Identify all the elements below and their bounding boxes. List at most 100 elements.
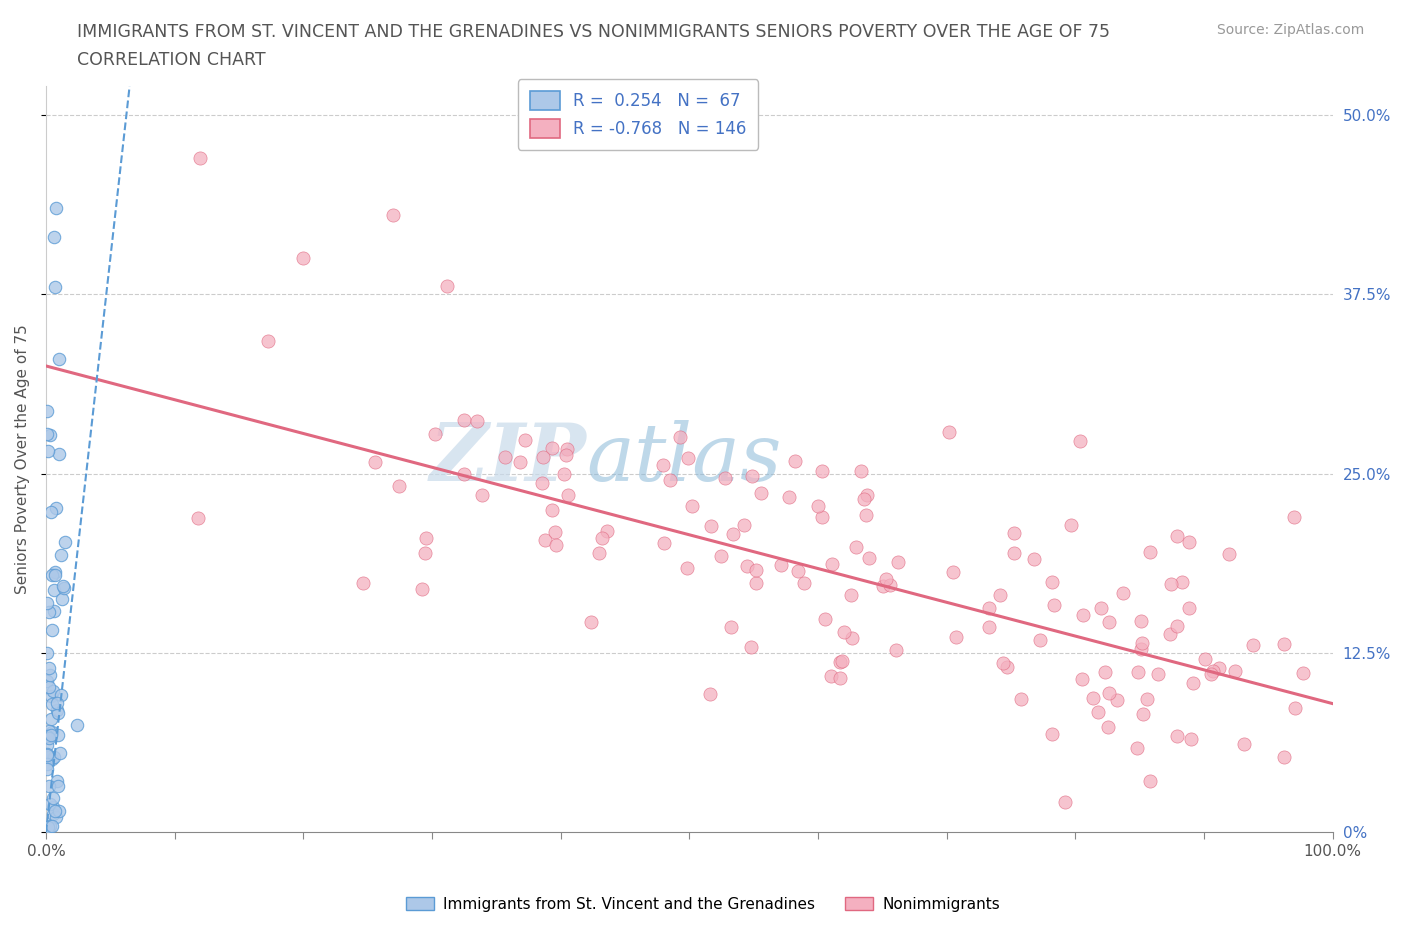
Point [540,502,562,517]
Point [1097,686,1119,701]
Point [1180,732,1202,747]
Point [669,430,692,445]
Point [1177,535,1199,550]
Point [1272,637,1295,652]
Point [676,450,699,465]
Point [735,559,758,574]
Point [876,571,898,586]
Point [814,612,837,627]
Point [1130,641,1153,656]
Point [1105,693,1128,708]
Point [46,779,69,794]
Text: atlas: atlas [586,420,782,498]
Point [509,455,531,470]
Point [413,545,436,560]
Point [1040,575,1063,590]
Point [42,750,65,764]
Point [820,669,842,684]
Point [45,201,67,216]
Point [1160,577,1182,591]
Point [700,518,723,533]
Point [988,587,1011,602]
Point [1022,551,1045,566]
Point [1071,607,1094,622]
Point [48,352,70,366]
Point [531,449,554,464]
Point [1218,546,1240,561]
Point [553,467,575,482]
Point [39,727,62,742]
Point [48,706,70,721]
Point [1146,667,1168,682]
Point [41,623,63,638]
Point [1292,666,1315,681]
Point [48,804,70,818]
Point [37,750,59,764]
Point [42,604,65,618]
Point [741,469,763,484]
Point [1040,726,1063,741]
Point [44,565,66,579]
Point [513,432,536,447]
Text: IMMIGRANTS FROM ST. VINCENT AND THE GRENADINES VS NONIMMIGRANTS SENIORS POVERTY : IMMIGRANTS FROM ST. VINCENT AND THE GREN… [77,23,1111,41]
Point [45,696,67,711]
Point [596,524,619,538]
Point [1002,525,1025,540]
Point [39,796,62,811]
Point [942,565,965,579]
Point [35,737,58,752]
Point [1171,575,1194,590]
Point [778,490,800,505]
Point [1178,601,1201,616]
Point [436,278,458,293]
Point [38,680,60,695]
Point [53,535,76,550]
Point [292,251,315,266]
Point [749,485,772,500]
Point [793,576,815,591]
Point [35,762,58,777]
Point [44,280,66,295]
Point [995,659,1018,674]
Point [886,643,908,658]
Point [675,560,697,575]
Point [49,547,72,562]
Point [770,558,793,573]
Point [46,703,69,718]
Point [1159,627,1181,642]
Point [187,511,209,525]
Point [1233,737,1256,751]
Point [849,463,872,478]
Point [710,549,733,564]
Point [979,620,1001,635]
Legend: Immigrants from St. Vincent and the Grenadines, Nonimmigrants: Immigrants from St. Vincent and the Gren… [401,890,1005,918]
Point [1043,597,1066,612]
Point [39,428,62,443]
Point [38,660,60,675]
Point [938,425,960,440]
Point [853,491,876,506]
Point [1094,664,1116,679]
Point [879,578,901,592]
Point [471,488,494,503]
Point [1284,701,1306,716]
Point [1201,664,1223,679]
Point [1129,614,1152,629]
Point [38,731,60,746]
Point [45,774,67,789]
Point [828,671,851,685]
Point [38,778,60,793]
Point [544,538,567,552]
Point [720,619,742,634]
Point [1029,632,1052,647]
Point [423,427,446,442]
Point [257,334,280,349]
Point [41,567,63,582]
Point [37,444,59,458]
Point [858,551,880,565]
Point [733,517,755,532]
Point [53,581,76,596]
Legend: R =  0.254   N =  67, R = -0.768   N = 146: R = 0.254 N = 67, R = -0.768 N = 146 [517,79,758,150]
Point [1139,773,1161,788]
Point [1208,660,1230,675]
